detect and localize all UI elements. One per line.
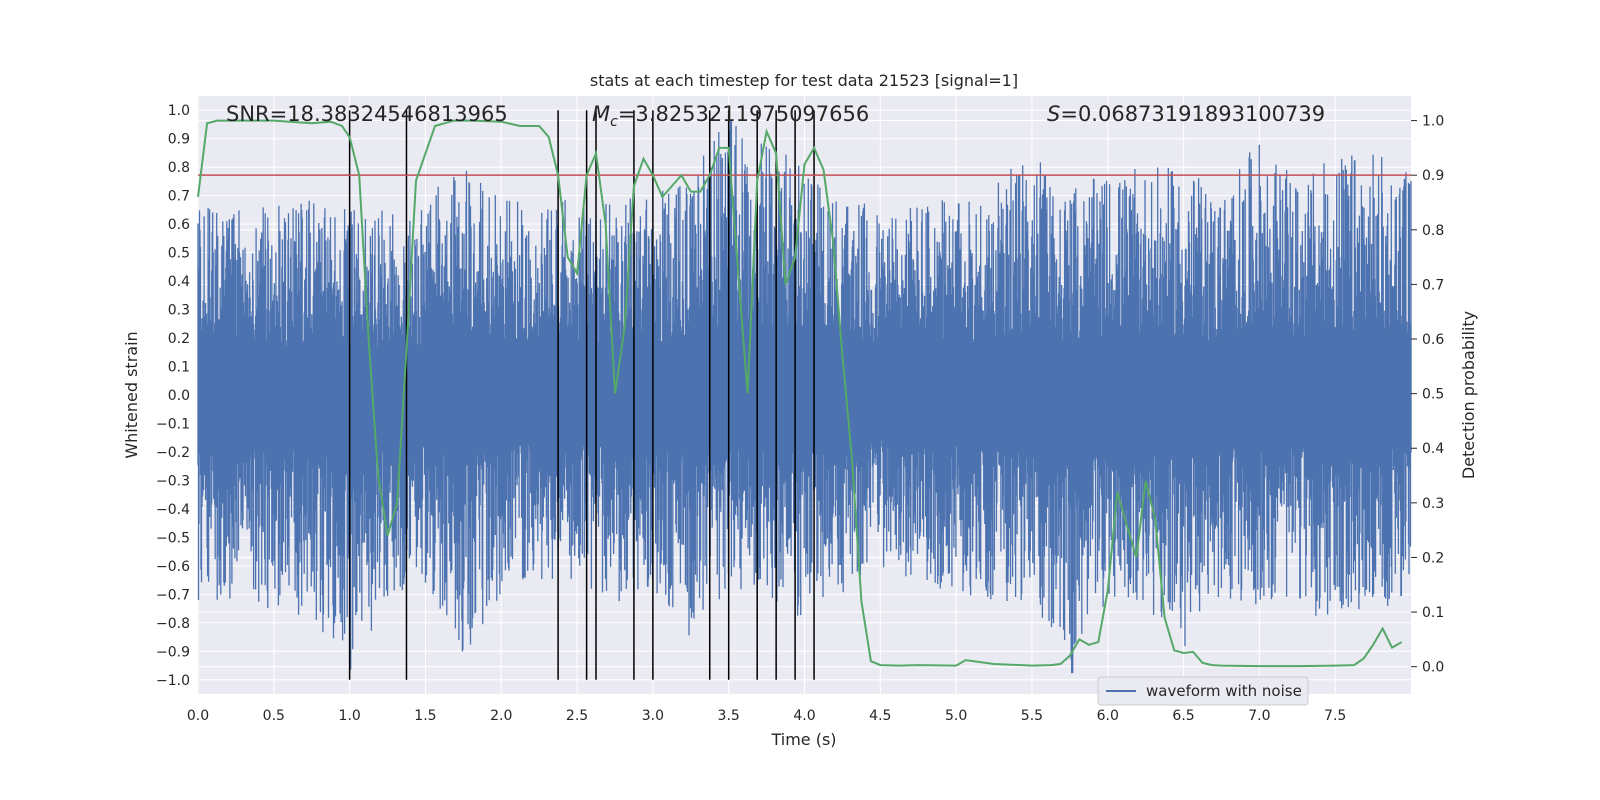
- x-axis-label: Time (s): [770, 730, 836, 749]
- left-y-tick-label: 0.0: [168, 388, 190, 404]
- snr-annotation: SNR=18.38324546813965: [226, 102, 508, 126]
- left-y-tick-label: 0.7: [168, 189, 190, 205]
- legend: waveform with noise: [1097, 676, 1309, 706]
- left-y-axis: 1.0 0.9 0.8 0.7 0.6 0.5 0.4 0.3 0.2 0.1 0.0 −0.1 −0.…: [156, 103, 190, 689]
- x-tick-label: 7.5: [1324, 708, 1346, 724]
- left-y-tick-label: 0.9: [168, 132, 190, 148]
- x-tick-label: 5.0: [945, 708, 967, 724]
- legend-box: [1097, 676, 1309, 706]
- legend-label: waveform with noise: [1146, 682, 1302, 700]
- right-y-tick-label: 0.3: [1422, 496, 1444, 512]
- x-tick-label: 4.0: [793, 708, 815, 724]
- left-y-tick-label: 1.0: [168, 103, 190, 119]
- left-y-tick-label: −0.9: [156, 644, 190, 660]
- right-y-tick-label: 0.5: [1422, 387, 1444, 403]
- right-y-tick-label: 1.0: [1422, 114, 1444, 130]
- detection-probability-line: [197, 119, 1403, 668]
- left-y-tick-label: −0.4: [156, 502, 190, 518]
- left-y-tick-label: −0.3: [156, 473, 190, 489]
- left-y-tick-label: 0.5: [168, 246, 190, 262]
- left-y-tick-label: −0.5: [156, 530, 190, 546]
- x-tick-label: 0.5: [263, 708, 285, 724]
- waveform-trace: [197, 120, 1412, 674]
- left-y-tick-label: 0.3: [168, 303, 190, 319]
- x-tick-label: 1.0: [338, 708, 360, 724]
- x-tick-label: 2.0: [490, 708, 512, 724]
- x-tick-label: 3.0: [642, 708, 664, 724]
- x-tick-label: 6.0: [1097, 708, 1119, 724]
- waveform-series: [197, 120, 1412, 674]
- chirp-mass-annotation: Mc=3.8253211975097656: [592, 102, 869, 130]
- right-y-tick-label: 0.7: [1422, 277, 1444, 293]
- x-tick-label: 6.5: [1172, 708, 1194, 724]
- left-y-tick-label: 0.1: [168, 360, 190, 376]
- chart-title: stats at each timestep for test data 215…: [590, 71, 1018, 90]
- s-annotation: S=0.06873191893100739: [1047, 102, 1325, 126]
- left-y-tick-label: 0.6: [168, 217, 190, 233]
- event-lines: [348, 110, 815, 680]
- left-y-tick-label: −0.8: [156, 616, 190, 632]
- x-tick-label: 3.5: [718, 708, 740, 724]
- right-y-tick-label: 0.2: [1422, 550, 1444, 566]
- left-y-axis-label: Whitened strain: [122, 331, 141, 458]
- x-tick-label: 1.5: [414, 708, 436, 724]
- left-y-tick-label: −0.6: [156, 559, 190, 575]
- right-y-axis: 1.0 0.9 0.8 0.7 0.6 0.5 0.4 0.3 0.2 0.1 0.0: [1411, 114, 1444, 676]
- left-y-tick-label: −0.7: [156, 587, 190, 603]
- right-y-tick-label: 0.6: [1422, 332, 1444, 348]
- left-y-tick-label: −0.2: [156, 445, 190, 461]
- right-y-axis-label: Detection probability: [1459, 311, 1478, 479]
- left-y-tick-label: 0.8: [168, 160, 190, 176]
- right-y-tick-label: 0.9: [1422, 168, 1444, 184]
- x-tick-label: 7.0: [1248, 708, 1270, 724]
- right-y-tick-label: 0.4: [1422, 441, 1444, 457]
- left-y-tick-label: 0.2: [168, 331, 190, 347]
- right-y-tick-label: 0.1: [1422, 605, 1444, 621]
- x-axis: 0.0 0.5 1.0 1.5 2.0 2.5 3.0 3.5 4.0 4.5 5.0 5.5 6.0 6…: [187, 708, 1346, 724]
- left-y-tick-label: −0.1: [156, 416, 190, 432]
- x-tick-label: 4.5: [869, 708, 891, 724]
- right-y-tick-label: 0.8: [1422, 223, 1444, 239]
- right-y-tick-label: 0.0: [1422, 660, 1444, 676]
- x-tick-label: 2.5: [566, 708, 588, 724]
- x-tick-label: 0.0: [187, 708, 209, 724]
- x-tick-label: 5.5: [1021, 708, 1043, 724]
- left-y-tick-label: −1.0: [156, 673, 190, 689]
- left-y-tick-label: 0.4: [168, 274, 190, 290]
